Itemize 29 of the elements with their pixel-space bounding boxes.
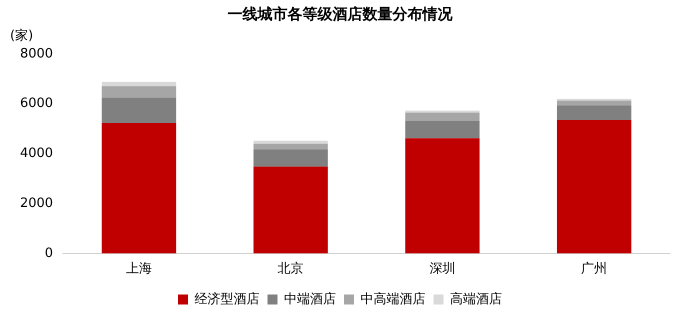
y-tick-label: 6000 [20,96,54,112]
legend-label: 中端酒店 [284,290,336,307]
y-tick-label: 0 [44,246,54,261]
chart-title: 一线城市各等级酒店数量分布情况 [228,4,454,23]
bar [405,138,480,254]
bar [102,123,176,254]
y-tick-label: 8000 [20,46,54,62]
x-tick-label: 上海 [126,262,152,277]
bar [102,98,176,124]
bar [556,100,632,106]
bar [556,120,632,254]
y-axis-title: (家) [10,27,34,44]
bar [254,144,328,150]
bar [254,166,328,254]
x-tick-label: 北京 [278,262,304,277]
bar [254,149,328,167]
bar [405,121,480,138]
x-tick-label: 深圳 [429,262,456,277]
bar [102,82,176,86]
bar [102,86,176,98]
legend-label: 高端酒店 [450,290,502,307]
bar [556,105,632,120]
x-tick-label: 广州 [581,262,608,277]
y-tick-label: 4000 [20,146,54,162]
legend-label: 中高端酒店 [360,290,426,307]
y-tick-label: 2000 [20,196,54,211]
bar [254,140,328,144]
bar [405,112,480,122]
legend-label: 经济型酒店 [194,290,260,307]
